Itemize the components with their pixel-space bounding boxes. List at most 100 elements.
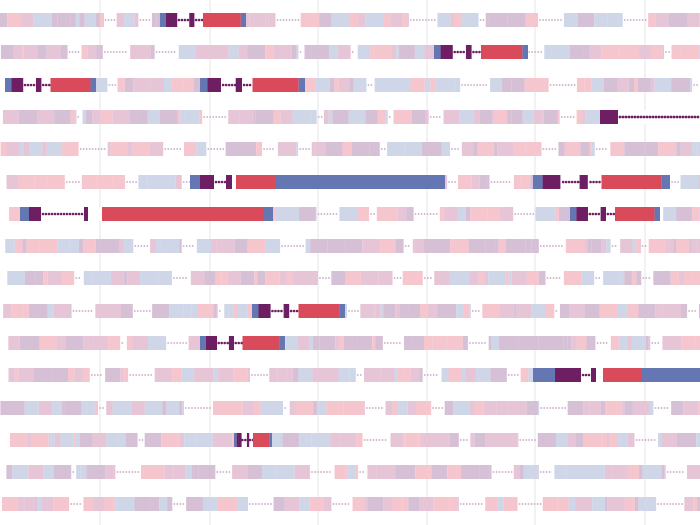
motif-block <box>90 78 96 92</box>
faint-block <box>79 433 93 447</box>
faint-block <box>113 175 126 189</box>
faint-block <box>304 45 312 59</box>
gap-dots <box>420 213 423 215</box>
motif-linker <box>570 180 574 184</box>
gap-dots <box>188 245 191 247</box>
motif-linker <box>41 212 45 216</box>
faint-block <box>179 239 182 253</box>
motif-linker <box>221 83 225 87</box>
gap-dots <box>429 374 432 376</box>
gap-dots <box>305 148 308 150</box>
faint-block <box>469 304 471 318</box>
faint-block <box>518 336 539 350</box>
gap-dots <box>462 439 465 441</box>
gap-dots <box>216 471 219 473</box>
gap-dots <box>484 342 486 344</box>
faint-block <box>567 336 572 350</box>
faint-block <box>399 304 409 318</box>
faint-block <box>103 304 122 318</box>
faint-block <box>345 239 363 253</box>
faint-block <box>329 45 338 59</box>
gap-dots <box>533 503 536 505</box>
gap-dots <box>504 471 507 473</box>
gap-dots <box>219 471 222 473</box>
gap-dots <box>293 245 296 247</box>
faint-block <box>687 13 700 27</box>
faint-block <box>489 13 508 27</box>
faint-block <box>227 271 241 285</box>
faint-block <box>57 13 71 27</box>
gap-dots <box>115 51 118 53</box>
gap-dots <box>492 471 495 473</box>
gap-dots <box>688 310 691 312</box>
faint-block <box>624 271 632 285</box>
faint-block <box>488 336 491 350</box>
gap-dots <box>323 471 325 473</box>
gap-dots <box>74 181 77 183</box>
motif-linker <box>456 50 459 54</box>
gap-dots <box>225 471 228 473</box>
faint-block <box>75 433 80 447</box>
faint-block <box>338 368 350 382</box>
gap-dots <box>351 310 353 312</box>
faint-block <box>312 368 325 382</box>
faint-block <box>308 336 313 350</box>
faint-block <box>490 336 499 350</box>
faint-block <box>571 336 577 350</box>
gap-dots <box>219 148 222 150</box>
motif-linker <box>663 115 667 119</box>
faint-block <box>369 142 380 156</box>
faint-block <box>447 465 462 479</box>
gap-dots <box>432 116 435 118</box>
faint-block <box>124 78 134 92</box>
faint-block <box>91 271 111 285</box>
gap-dots <box>182 181 185 183</box>
faint-block <box>182 401 184 415</box>
track-row <box>8 368 700 382</box>
gap-dots <box>543 407 546 409</box>
faint-block <box>279 271 287 285</box>
faint-block <box>236 497 248 511</box>
faint-block <box>311 433 331 447</box>
faint-block <box>166 401 180 415</box>
gap-dots <box>462 503 465 505</box>
gap-dots <box>102 407 104 409</box>
gap-dots <box>176 342 179 344</box>
gap-dots <box>498 471 501 473</box>
faint-block <box>498 336 519 350</box>
faint-block <box>84 13 96 27</box>
motif-linker <box>472 50 475 54</box>
faint-block <box>585 239 588 253</box>
gap-dots <box>564 84 567 86</box>
motif-block <box>641 368 700 382</box>
motif-linker <box>44 212 48 216</box>
faint-block <box>94 401 99 415</box>
gap-dots <box>678 471 681 473</box>
faint-block <box>697 497 700 511</box>
gap-dots <box>666 503 669 505</box>
faint-block <box>38 401 53 415</box>
gap-dots <box>536 503 539 505</box>
faint-block <box>7 13 22 27</box>
faint-block <box>618 433 628 447</box>
faint-block <box>212 433 233 447</box>
motif-block <box>339 304 345 318</box>
gap-dots <box>524 503 527 505</box>
faint-block <box>196 142 207 156</box>
faint-block <box>106 401 113 415</box>
faint-block <box>385 110 388 124</box>
gap-dots <box>438 407 441 409</box>
faint-block <box>140 271 159 285</box>
gap-dots <box>644 439 647 441</box>
faint-block <box>159 110 178 124</box>
motif-block <box>236 433 242 447</box>
gap-dots <box>501 471 504 473</box>
gap-dots <box>423 374 426 376</box>
gap-dots <box>68 51 71 53</box>
faint-block <box>380 239 396 253</box>
faint-block <box>147 336 167 350</box>
faint-block <box>531 304 545 318</box>
faint-block <box>462 336 468 350</box>
faint-block <box>501 433 518 447</box>
